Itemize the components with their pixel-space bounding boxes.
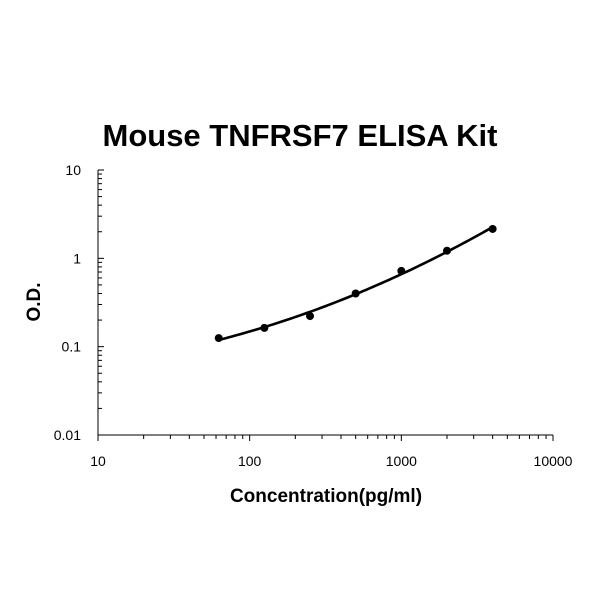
fit-curve-group [217,225,494,342]
fit-curve [217,225,494,342]
x-tick-label: 10 [90,453,106,469]
data-point [260,323,269,332]
y-tick-label: 10 [65,162,81,178]
data-points [214,224,497,343]
y-tick-label: 1 [73,250,81,266]
axes: 10 100 1000 10000 0.01 0.1 1 10 [54,162,573,469]
x-tick-label: 1000 [386,453,417,469]
data-point [306,312,315,321]
data-point [214,334,223,343]
data-point [397,266,406,275]
y-tick-label: 0.1 [62,339,82,355]
x-axis-title: Concentration(pg/ml) [230,486,422,507]
y-axis-title: O.D. [24,282,45,321]
data-point [488,224,497,233]
x-tick-label: 100 [238,453,262,469]
chart-title: Mouse TNFRSF7 ELISA Kit [102,118,498,153]
data-point [442,246,451,255]
data-point [351,289,360,298]
y-tick-label: 0.01 [54,427,81,443]
x-tick-label: 10000 [534,453,573,469]
